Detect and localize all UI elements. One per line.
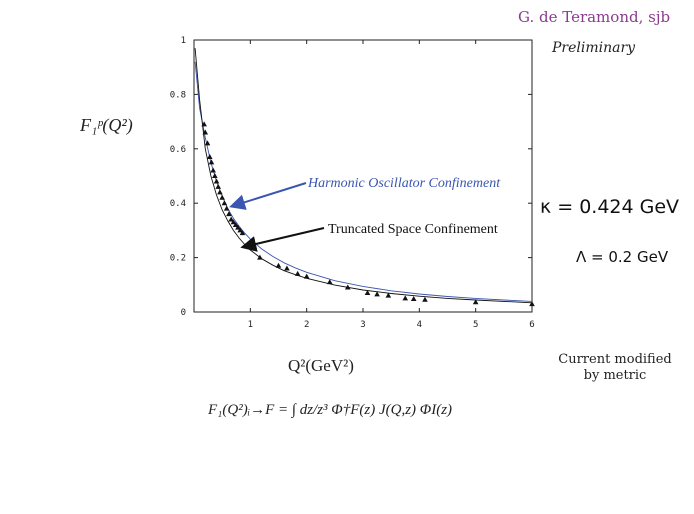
- data-point: [294, 270, 301, 276]
- data-point: [226, 211, 232, 217]
- harmonic-oscillator-annotation: Harmonic Oscillator Confinement: [307, 176, 501, 191]
- data-point: [385, 292, 392, 298]
- data-point: [206, 153, 213, 159]
- data-point: [221, 200, 228, 206]
- current-note: Current modified by metric: [540, 352, 690, 384]
- kappa-parameter: κ = 0.424 GeV: [540, 196, 680, 218]
- data-point: [204, 140, 211, 146]
- truncated-space-annotation: Truncated Space Confinement: [328, 222, 498, 237]
- data-point: [201, 121, 207, 127]
- truncated-space-curve: [194, 48, 533, 304]
- data-point: [344, 284, 351, 290]
- data-point: [212, 173, 218, 178]
- x-axis-label: Q²(GeV²): [288, 356, 354, 375]
- data-point: [326, 279, 333, 285]
- data-point: [235, 224, 241, 230]
- x-tick-label: 1: [248, 320, 253, 330]
- data-point: [215, 183, 222, 189]
- data-point: [422, 296, 428, 302]
- data-point: [237, 227, 243, 233]
- author-credit: G. de Teramond, sjb: [518, 8, 671, 26]
- y-tick-label: 1: [181, 36, 186, 46]
- form-factor-formula: F₁(Q²)ᵢ→F = ∫ dz/z³ Φ†F(z) J(Q,z) ΦI(z): [208, 402, 453, 418]
- x-tick-label: 5: [473, 320, 478, 330]
- data-point: [230, 219, 237, 225]
- harmonic-oscillator-annotation-arrow: [229, 182, 307, 210]
- data-point: [228, 216, 234, 222]
- preliminary-label: Preliminary: [552, 40, 636, 56]
- data-point: [208, 159, 215, 165]
- x-tick-label: 2: [304, 320, 309, 330]
- data-point: [410, 295, 417, 301]
- y-tick-label: 0.4: [170, 199, 186, 209]
- y-tick-label: 0.2: [170, 254, 186, 264]
- data-point: [202, 129, 209, 135]
- x-tick-label: 3: [360, 320, 365, 330]
- data-point: [232, 221, 239, 227]
- y-tick-label: 0.6: [170, 145, 186, 155]
- data-point: [217, 189, 223, 195]
- lambda-parameter: Λ = 0.2 GeV: [576, 248, 669, 266]
- data-point: [303, 273, 310, 279]
- current-note-line1: Current modified: [558, 352, 672, 367]
- data-point: [219, 194, 225, 200]
- data-point: [275, 262, 282, 268]
- harmonic-oscillator-curve: [194, 61, 533, 302]
- data-point: [223, 205, 230, 211]
- y-axis-label: F₁ᵖ(Q²): [80, 115, 133, 135]
- y-tick-label: 0: [181, 308, 186, 318]
- data-point: [472, 299, 479, 305]
- current-note-line2: by metric: [583, 368, 647, 383]
- data-point: [364, 289, 371, 295]
- x-tick-label: 4: [417, 320, 422, 330]
- data-point: [529, 301, 535, 307]
- data-point: [402, 295, 409, 301]
- data-point: [257, 254, 263, 260]
- truncated-space-annotation-arrow: [240, 227, 325, 252]
- x-tick-label: 6: [529, 320, 534, 330]
- data-point: [210, 167, 216, 173]
- y-tick-label: 0.8: [170, 90, 186, 100]
- data-point: [239, 230, 246, 236]
- data-point: [284, 265, 290, 271]
- data-point: [374, 291, 380, 297]
- data-point: [213, 178, 220, 184]
